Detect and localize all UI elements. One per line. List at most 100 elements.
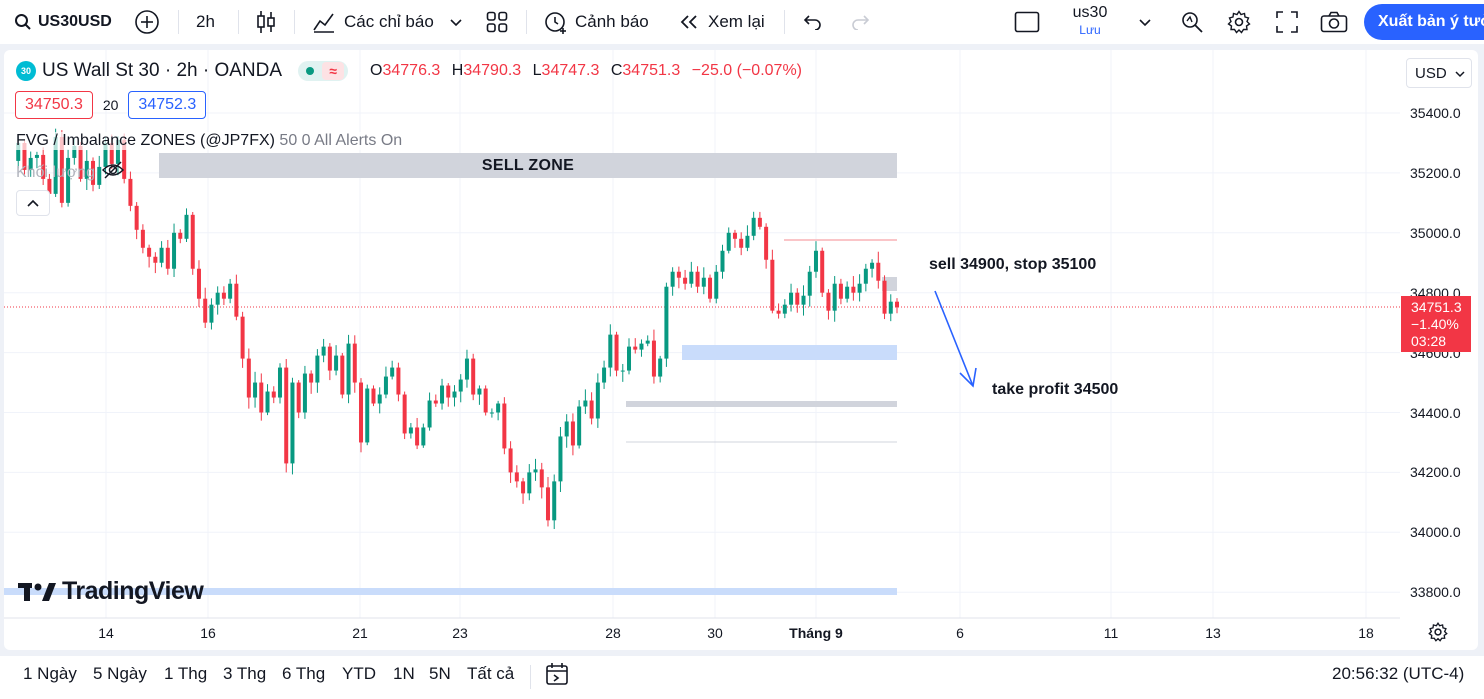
layout-name-label: us30	[1072, 4, 1108, 21]
camera-icon	[1320, 11, 1348, 33]
settings-button[interactable]	[1227, 0, 1251, 44]
fullscreen-button[interactable]	[1276, 0, 1298, 44]
alerts-button[interactable]: Cảnh báo	[543, 0, 649, 44]
down-arrow-drawing[interactable]	[934, 290, 977, 388]
range-all-button[interactable]: Tất cả	[467, 664, 515, 683]
indicator-chart-icon	[312, 10, 336, 34]
rewind-icon	[678, 14, 700, 30]
time-axis-tick: 16	[200, 625, 216, 641]
chevron-down-icon	[1455, 65, 1465, 82]
last-price-label: 34751.3 −1.40% 03:28	[1401, 296, 1471, 352]
chart-panel[interactable]: SELL ZONE 30 US Wall St 30 · 2h · OANDA …	[4, 50, 1478, 650]
currency-label: USD	[1415, 64, 1447, 82]
chart-type-button[interactable]	[255, 0, 277, 44]
price-axis-tick: 34200.0	[1410, 464, 1461, 481]
layout-select-button[interactable]	[1014, 0, 1040, 44]
price-axis-tick: 34000.0	[1410, 524, 1461, 541]
chevron-down-icon[interactable]	[450, 12, 462, 32]
data-delay-icon: ≈	[322, 62, 345, 80]
magnifier-sparkle-icon	[1180, 10, 1204, 34]
bottom-bar: 1 Ngày 5 Ngày 1 Thg 3 Thg 6 Thg YTD 1N 5…	[0, 656, 1484, 699]
sell-annotation[interactable]: sell 34900, stop 35100	[929, 256, 1097, 273]
open-value: 34776.3	[382, 62, 441, 79]
layout-menu-chevron[interactable]	[1139, 0, 1151, 44]
ohlc-values: O34776.3 H34790.3 L34747.3 C34751.3 −25.…	[370, 62, 802, 79]
indicators-button[interactable]: Các chỉ báo	[312, 0, 462, 44]
time-axis-tick: 23	[452, 625, 468, 641]
redo-icon	[850, 14, 870, 30]
range-ytd-button[interactable]: YTD	[342, 664, 376, 683]
last-price-change: −1.40%	[1411, 316, 1459, 332]
layout-name[interactable]: us30 Lưu	[1060, 4, 1120, 37]
time-axis-tick: 28	[605, 625, 621, 641]
high-value: 34790.3	[463, 62, 522, 79]
range-5y-button[interactable]: 5N	[429, 664, 451, 683]
chart-frame: SELL ZONE 30 US Wall St 30 · 2h · OANDA …	[0, 44, 1484, 656]
bar-countdown: 03:28	[1411, 333, 1447, 349]
indicator-legend[interactable]: FVG / Imbalance ZONES (@JP7FX) 50 0 All …	[16, 132, 403, 150]
chevron-down-icon	[1139, 12, 1151, 32]
compare-button[interactable]	[134, 0, 160, 44]
market-status-pill[interactable]: ≈	[298, 61, 349, 81]
time-axis-tick: 30	[707, 625, 723, 641]
indicators-label: Các chỉ báo	[344, 12, 434, 31]
replay-label: Xem lại	[708, 12, 765, 31]
range-5d-button[interactable]: 5 Ngày	[93, 664, 147, 683]
indicator-name: FVG / Imbalance ZONES (@JP7FX)	[16, 132, 275, 149]
low-value: 34747.3	[541, 62, 600, 79]
quick-search-button[interactable]	[1180, 0, 1204, 44]
date-range-button[interactable]	[545, 662, 571, 693]
calendar-arrow-icon	[545, 663, 571, 692]
imbalance-zone-gray-1	[626, 401, 897, 407]
time-axis-tick: 6	[956, 625, 964, 641]
gear-icon	[1227, 10, 1251, 34]
layout-save-status: Lưu	[1079, 23, 1101, 37]
range-1d-button[interactable]: 1 Ngày	[23, 664, 77, 683]
eye-hidden-icon[interactable]	[101, 160, 125, 185]
range-3m-button[interactable]: 3 Thg	[223, 664, 267, 683]
price-axis-tick: 35200.0	[1410, 164, 1461, 181]
buy-price-button[interactable]: 34752.3	[128, 91, 207, 119]
indicator-params: 50 0 All Alerts On	[279, 132, 403, 149]
time-axis-tick: 21	[352, 625, 368, 641]
imbalance-zone-blue-2	[4, 588, 897, 595]
tradingview-logo[interactable]: TradingView	[18, 577, 204, 606]
top-toolbar: US30USD 2h Các chỉ báo Cảnh báo	[0, 0, 1484, 44]
trade-prices: 34750.3 20 34752.3	[15, 91, 207, 119]
volume-legend[interactable]: Khối lượng	[16, 160, 125, 185]
replay-button[interactable]: Xem lại	[678, 0, 765, 44]
price-axis-tick: 35000.0	[1410, 224, 1461, 241]
sell-price-button[interactable]: 34750.3	[15, 91, 93, 119]
time-axis-tick: Tháng 9	[789, 625, 843, 641]
snapshot-button[interactable]	[1320, 0, 1348, 44]
collapse-legend-button[interactable]	[16, 190, 50, 216]
chart-title[interactable]: US Wall St 30 · 2h · OANDA	[42, 60, 283, 81]
range-6m-button[interactable]: 6 Thg	[282, 664, 326, 683]
time-axis-tick: 13	[1205, 625, 1221, 641]
add-circle-icon	[134, 9, 160, 35]
range-1y-button[interactable]: 1N	[393, 664, 415, 683]
templates-button[interactable]	[486, 0, 508, 44]
imbalance-zone-blue-1	[682, 345, 897, 360]
price-axis-tick: 33800.0	[1410, 584, 1461, 601]
symbol-label: US30USD	[38, 13, 112, 30]
clock-timezone[interactable]: 20:56:32 (UTC-4)	[1332, 664, 1465, 683]
axis-settings-button[interactable]	[1428, 622, 1448, 647]
range-1m-button[interactable]: 1 Thg	[164, 664, 208, 683]
square-icon	[1014, 11, 1040, 33]
spread-value: 20	[102, 97, 119, 113]
tradingview-logo-icon	[18, 582, 56, 601]
chart-legend: 30 US Wall St 30 · 2h · OANDA ≈ O34776.3…	[16, 60, 809, 82]
take-profit-annotation[interactable]: take profit 34500	[992, 381, 1119, 398]
interval-button[interactable]: 2h	[196, 12, 215, 31]
publish-idea-button[interactable]: Xuất bản ý tưởng	[1364, 4, 1484, 40]
sell-zone-box[interactable]: SELL ZONE	[159, 153, 897, 178]
time-axis-tick: 11	[1103, 625, 1119, 641]
symbol-badge: 30	[16, 61, 36, 81]
symbol-search[interactable]: US30USD	[14, 0, 112, 44]
undo-button[interactable]	[803, 0, 823, 44]
redo-button[interactable]	[850, 0, 870, 44]
time-axis-tick: 14	[98, 625, 114, 641]
close-value: 34751.3	[622, 62, 681, 79]
currency-select[interactable]: USD	[1406, 58, 1472, 88]
